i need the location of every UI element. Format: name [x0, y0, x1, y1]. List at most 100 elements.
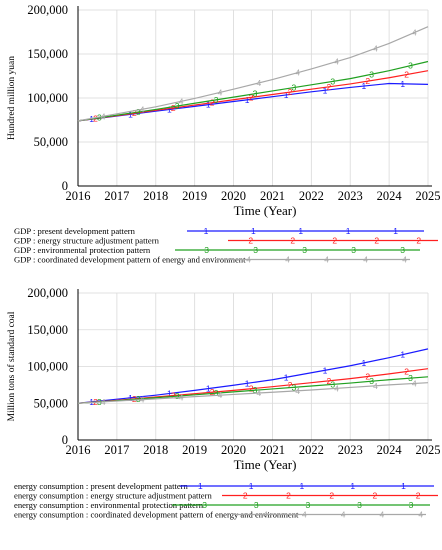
- legend-marker-2: 2: [286, 491, 291, 501]
- series-line-3: [77, 60, 429, 122]
- legend-marker-4: 4: [402, 255, 407, 265]
- series-marker-1: 1: [361, 81, 366, 91]
- series-marker-3: 3: [253, 89, 258, 99]
- series-marker-4: 4: [179, 392, 184, 402]
- series-marker-1: 1: [128, 393, 133, 403]
- y-tick-label: 50,000: [34, 135, 68, 149]
- series-marker-1: 1: [167, 388, 172, 398]
- legend-label: GDP : coordinated development pattern of…: [14, 255, 246, 265]
- series-marker-2: 2: [404, 367, 409, 377]
- series-marker-4: 4: [295, 68, 300, 78]
- series-marker-2: 2: [404, 70, 409, 80]
- legend-marker-4: 4: [246, 255, 251, 265]
- x-tick-label: 2017: [104, 189, 129, 203]
- y-axis-title: Million tons of standard coal: [6, 311, 17, 421]
- y-tick-label: 100,000: [27, 91, 68, 105]
- legend-marker-4: 4: [302, 510, 307, 520]
- series-marker-4: 4: [334, 383, 339, 393]
- series-marker-2: 2: [326, 376, 331, 386]
- legend-label: energy consumption : coordinated develop…: [14, 510, 299, 520]
- y-tick-label: 0: [62, 179, 68, 193]
- x-tick-label: 2019: [182, 443, 207, 457]
- legend-marker-1: 1: [198, 481, 203, 491]
- series-line-2: [77, 70, 429, 122]
- legend-marker-4: 4: [363, 255, 368, 265]
- legend-marker-2: 2: [243, 491, 248, 501]
- x-tick-label: 2021: [260, 443, 285, 457]
- series-marker-4: 4: [412, 378, 417, 388]
- series-line-1: [77, 348, 429, 404]
- series-line-1: [77, 82, 429, 122]
- gdp-chart: 2016 2017 2018 2019 2020 2021 2022 2023 2024 2025…: [7, 3, 441, 265]
- legend-marker-1: 1: [251, 226, 256, 236]
- legend-marker-4: 4: [285, 255, 290, 265]
- series-marker-2: 2: [326, 82, 331, 92]
- legend-marker-2: 2: [329, 491, 334, 501]
- series-marker-3: 3: [330, 76, 335, 86]
- series-marker-3: 3: [408, 373, 413, 383]
- x-tick-label: 2016: [66, 443, 91, 457]
- legend-marker-3: 3: [254, 500, 259, 510]
- legend-marker-3: 3: [351, 245, 356, 255]
- x-tick-label: 2024: [377, 443, 403, 457]
- series-marker-1: 1: [128, 109, 133, 119]
- legend-label: energy consumption : present development…: [14, 481, 189, 491]
- legend-marker-1: 1: [298, 226, 303, 236]
- series-marker-4: 4: [412, 28, 417, 38]
- series-marker-3: 3: [369, 69, 374, 79]
- series-marker-4: 4: [101, 397, 106, 407]
- legend-marker-3: 3: [253, 245, 258, 255]
- series-marker-3: 3: [330, 379, 335, 389]
- y-tick-label: 200,000: [27, 286, 68, 300]
- x-tick-label: 2018: [143, 443, 168, 457]
- series-line-4: [77, 382, 429, 404]
- y-tick-label: 150,000: [27, 47, 68, 61]
- series-marker-3: 3: [291, 83, 296, 93]
- series-marker-3: 3: [97, 113, 102, 123]
- legend-marker-3: 3: [202, 500, 207, 510]
- series-marker-4: 4: [295, 386, 300, 396]
- series-marker-1: 1: [245, 95, 250, 105]
- legend-marker-2: 2: [373, 491, 378, 501]
- series-marker-2: 2: [365, 76, 370, 86]
- series-marker-4: 4: [373, 43, 378, 53]
- series-marker-3: 3: [291, 382, 296, 392]
- y-tick-label: 100,000: [27, 360, 68, 374]
- series-marker-4: 4: [218, 87, 223, 97]
- legend-marker-1: 1: [204, 226, 209, 236]
- legend-marker-3: 3: [409, 500, 414, 510]
- series-marker-1: 1: [284, 90, 289, 100]
- x-tick-label: 2016: [66, 189, 91, 203]
- legend-marker-1: 1: [401, 481, 406, 491]
- series-marker-3: 3: [175, 101, 180, 111]
- series-marker-2: 2: [171, 103, 176, 113]
- series-marker-4: 4: [101, 111, 106, 121]
- x-axis-title: Time (Year): [234, 203, 297, 218]
- x-tick-label: 2021: [260, 189, 285, 203]
- legend-label: energy consumption : energy structure ad…: [14, 491, 212, 501]
- series-marker-2: 2: [249, 92, 254, 102]
- legend-marker-4: 4: [380, 510, 385, 520]
- legend-marker-3: 3: [305, 500, 310, 510]
- x-tick-label: 2020: [221, 189, 246, 203]
- series-marker-1: 1: [323, 85, 328, 95]
- series-marker-4: 4: [256, 78, 261, 88]
- legend-marker-1: 1: [350, 481, 355, 491]
- series-marker-2: 2: [288, 87, 293, 97]
- series-marker-3: 3: [253, 385, 258, 395]
- series-marker-2: 2: [288, 380, 293, 390]
- legend-marker-3: 3: [400, 245, 405, 255]
- series-marker-3: 3: [214, 388, 219, 398]
- x-tick-label: 2025: [416, 443, 441, 457]
- series-marker-1: 1: [361, 358, 366, 368]
- y-tick-label: 200,000: [27, 3, 68, 17]
- series-marker-4: 4: [140, 104, 145, 114]
- series-marker-3: 3: [369, 376, 374, 386]
- series-marker-2: 2: [132, 108, 137, 118]
- series-marker-1: 1: [206, 100, 211, 110]
- y-tick-label: 50,000: [34, 396, 68, 410]
- series-marker-2: 2: [210, 387, 215, 397]
- legend-marker-3: 3: [302, 245, 307, 255]
- series-marker-1: 1: [245, 378, 250, 388]
- legend-marker-3: 3: [357, 500, 362, 510]
